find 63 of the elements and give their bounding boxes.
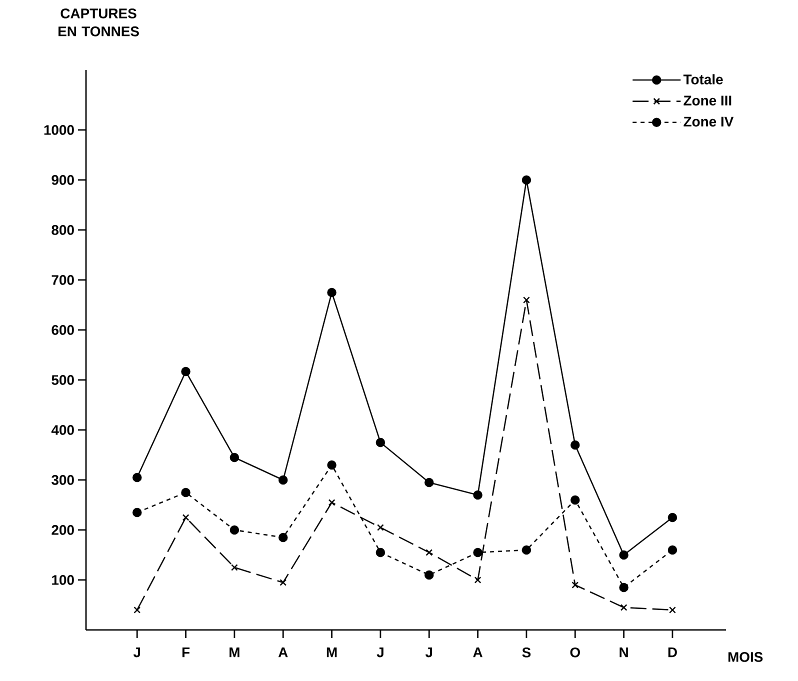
x-tick-label: J — [376, 648, 384, 658]
point — [181, 366, 190, 376]
point — [328, 499, 336, 506]
x-tick-label: J — [425, 648, 432, 658]
x-tick-label: S — [522, 647, 531, 658]
point — [473, 548, 482, 558]
point — [132, 472, 142, 482]
point — [424, 570, 434, 580]
x-tick-label: M — [326, 648, 337, 658]
point — [523, 296, 530, 304]
x-axis-title: MOIS — [728, 652, 763, 662]
legend-label: Zone III — [684, 96, 732, 106]
point — [278, 475, 288, 485]
point — [426, 549, 433, 556]
y-tick-label: 300 — [52, 475, 74, 485]
point — [376, 438, 386, 448]
point — [327, 288, 336, 298]
x-tick-label: A — [278, 648, 288, 658]
point — [230, 564, 238, 571]
point — [181, 488, 190, 498]
point — [376, 548, 386, 558]
point — [230, 525, 240, 535]
x-tick-label: N — [620, 648, 628, 658]
point — [280, 579, 287, 586]
y-tick-label: 400 — [51, 425, 74, 435]
point — [669, 606, 676, 614]
y-tick-label: 600 — [52, 325, 74, 335]
y-tick-label: 500 — [52, 375, 74, 385]
point — [376, 524, 384, 531]
y-tick-label: 800 — [52, 225, 74, 235]
point — [668, 545, 678, 555]
point — [522, 175, 532, 185]
point — [570, 440, 580, 450]
y-tick-label: 700 — [52, 275, 74, 285]
y-tick-label: 1000 — [44, 125, 74, 135]
point — [134, 606, 141, 614]
x-tick-label: J — [133, 648, 140, 658]
legend-label: Zone IV — [684, 116, 734, 127]
x-tick-label: O — [570, 647, 580, 658]
point — [668, 512, 678, 522]
point — [620, 604, 628, 611]
point — [132, 508, 142, 518]
point — [278, 532, 288, 542]
point — [230, 452, 240, 462]
y-tick-label: 100 — [52, 575, 74, 585]
x-tick-label: M — [230, 648, 240, 658]
point — [424, 478, 434, 488]
point — [572, 582, 579, 588]
point — [327, 460, 336, 470]
point — [473, 490, 482, 500]
x-tick-label: D — [668, 648, 677, 658]
y-tick-label: 900 — [52, 175, 74, 185]
point — [570, 495, 580, 505]
x-tick-label: F — [182, 648, 190, 658]
point — [619, 550, 628, 560]
y-axis-title: CAPTURES EN TONNES — [58, 8, 139, 36]
x-tick-label: A — [473, 648, 482, 658]
point — [182, 514, 190, 521]
legend-label: Totale — [683, 74, 723, 84]
y-tick-label: 200 — [52, 525, 74, 535]
point — [522, 545, 532, 555]
point — [474, 576, 482, 584]
point — [619, 582, 628, 592]
